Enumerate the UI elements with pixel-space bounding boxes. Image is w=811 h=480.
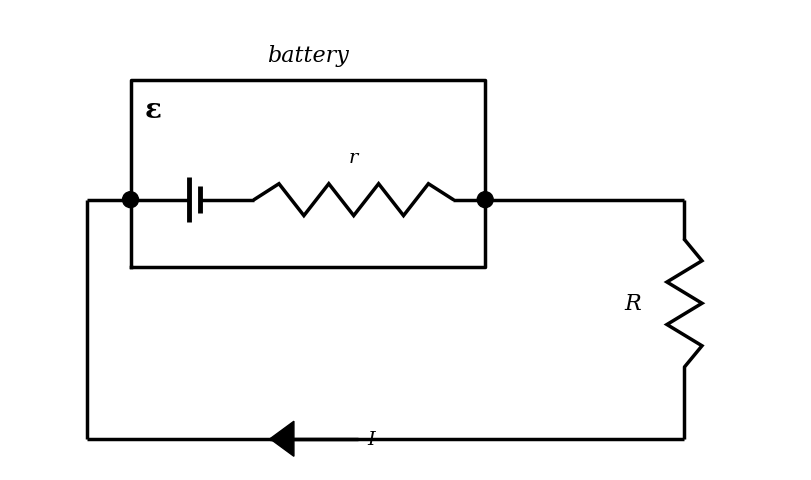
Circle shape — [122, 192, 139, 208]
Text: battery: battery — [267, 45, 349, 67]
Text: R: R — [624, 293, 641, 314]
Text: ε: ε — [145, 97, 161, 124]
Polygon shape — [270, 421, 294, 456]
Circle shape — [477, 192, 493, 208]
Text: I: I — [367, 430, 375, 448]
Text: r: r — [349, 149, 358, 167]
